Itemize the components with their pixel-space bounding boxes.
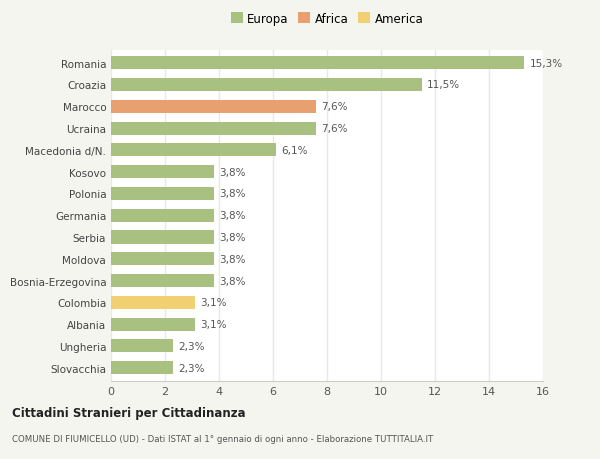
Text: 3,1%: 3,1% — [200, 319, 227, 330]
Text: 7,6%: 7,6% — [322, 124, 348, 134]
Text: 15,3%: 15,3% — [530, 59, 563, 68]
Text: 7,6%: 7,6% — [322, 102, 348, 112]
Bar — [111, 187, 214, 201]
Text: 11,5%: 11,5% — [427, 80, 460, 90]
Bar — [111, 318, 194, 331]
Bar — [111, 57, 524, 70]
Bar — [111, 361, 173, 375]
Bar — [111, 209, 214, 222]
Text: Cittadini Stranieri per Cittadinanza: Cittadini Stranieri per Cittadinanza — [12, 406, 245, 419]
Bar — [111, 253, 214, 266]
Bar — [111, 122, 316, 135]
Bar — [111, 231, 214, 244]
Bar — [111, 296, 194, 309]
Bar — [111, 101, 316, 113]
Bar — [111, 340, 173, 353]
Text: 3,8%: 3,8% — [219, 254, 245, 264]
Bar — [111, 79, 421, 92]
Text: 3,8%: 3,8% — [219, 189, 245, 199]
Bar — [111, 166, 214, 179]
Text: 2,3%: 2,3% — [179, 341, 205, 351]
Text: 6,1%: 6,1% — [281, 146, 308, 156]
Text: 3,8%: 3,8% — [219, 167, 245, 177]
Text: 2,3%: 2,3% — [179, 363, 205, 373]
Text: 3,8%: 3,8% — [219, 232, 245, 242]
Bar — [111, 274, 214, 287]
Text: 3,1%: 3,1% — [200, 298, 227, 308]
Legend: Europa, Africa, America: Europa, Africa, America — [229, 11, 425, 28]
Text: 3,8%: 3,8% — [219, 276, 245, 286]
Text: 3,8%: 3,8% — [219, 211, 245, 221]
Bar — [111, 144, 276, 157]
Text: COMUNE DI FIUMICELLO (UD) - Dati ISTAT al 1° gennaio di ogni anno - Elaborazione: COMUNE DI FIUMICELLO (UD) - Dati ISTAT a… — [12, 434, 433, 443]
